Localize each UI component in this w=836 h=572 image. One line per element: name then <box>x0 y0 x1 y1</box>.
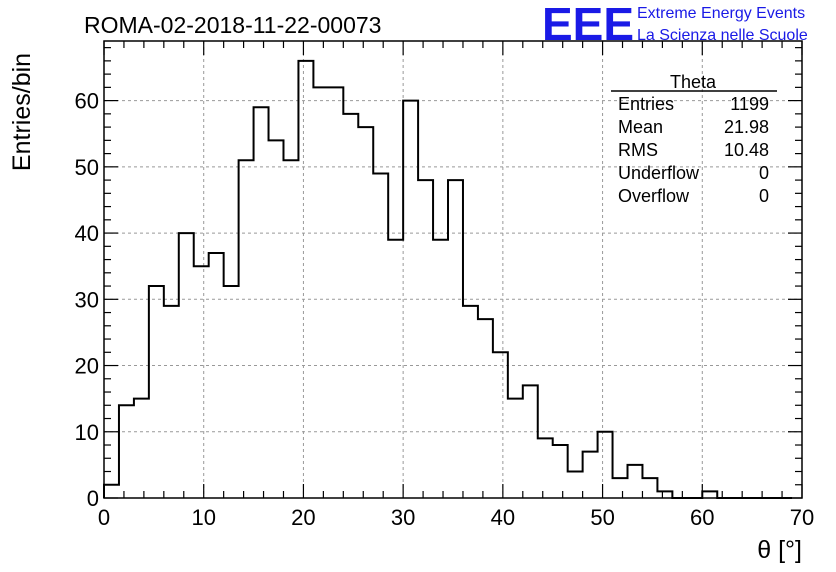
brand-line-2: La Scienza nelle Scuole <box>637 27 808 44</box>
y-tick-label: 40 <box>75 221 99 246</box>
x-tick-label: 30 <box>391 505 415 530</box>
histogram-bin <box>373 173 388 498</box>
stats-value: 21.98 <box>724 117 769 137</box>
histogram-bin <box>538 438 553 498</box>
histogram-bin <box>388 240 403 498</box>
y-tick-label: 30 <box>75 287 99 312</box>
histogram-bin <box>179 233 194 498</box>
x-tick-label: 20 <box>291 505 315 530</box>
histogram-bin <box>119 405 134 498</box>
y-tick-label: 10 <box>75 420 99 445</box>
histogram-bin <box>642 478 657 498</box>
histogram-bin <box>269 140 284 498</box>
plot-frame <box>103 40 803 499</box>
histogram-bin <box>433 240 448 498</box>
histogram-bin <box>328 87 343 498</box>
histogram-bin <box>583 452 598 498</box>
histogram-bin <box>224 286 239 498</box>
histogram-bin <box>134 399 149 498</box>
x-tick-label: 40 <box>491 505 515 530</box>
stats-value: 10.48 <box>724 140 769 160</box>
histogram-bin <box>553 445 568 498</box>
histogram-bin <box>463 306 478 498</box>
histogram-bin <box>508 399 523 498</box>
y-axis-label: Entries/bin <box>8 53 36 171</box>
histogram-bin <box>568 472 583 498</box>
histogram-bin <box>343 114 358 498</box>
histogram-bin <box>298 61 313 498</box>
stats-value: 0 <box>759 186 769 206</box>
stats-label: Entries <box>618 94 674 114</box>
x-tick-label: 50 <box>590 505 614 530</box>
x-tick-label: 60 <box>690 505 714 530</box>
x-tick-label: 10 <box>191 505 215 530</box>
x-tick-label: 70 <box>790 505 814 530</box>
histogram-bin <box>418 180 433 498</box>
x-axis-label: θ [°] <box>757 536 802 564</box>
axis-ticks <box>103 41 803 499</box>
stats-value: 0 <box>759 163 769 183</box>
histogram-bin <box>598 432 613 498</box>
histogram-bin <box>478 319 493 498</box>
y-tick-label: 60 <box>75 89 99 114</box>
eee-logo: EEE <box>542 0 634 50</box>
x-tick-label: 0 <box>98 505 110 530</box>
stats-box: Theta Entries 1199 Mean 21.98 RMS 10.48 Underf… <box>611 72 777 206</box>
histogram-bin <box>283 160 298 498</box>
y-tick-label: 50 <box>75 155 99 180</box>
tick-labels: 0 10 20 30 40 50 60 70 0 10 20 30 40 50 60 <box>75 89 815 530</box>
histogram-bin <box>194 266 209 498</box>
grid-lines <box>104 41 802 498</box>
histogram-bin <box>448 180 463 498</box>
stats-title: Theta <box>670 72 717 92</box>
histogram-bin <box>613 478 628 498</box>
histogram-bin <box>104 485 119 498</box>
y-tick-label: 20 <box>75 354 99 379</box>
stats-label: Overflow <box>618 186 690 206</box>
histogram-bin <box>149 286 164 498</box>
histogram-bin <box>493 352 508 498</box>
y-tick-label: 0 <box>87 486 99 511</box>
histogram-bin <box>239 160 254 498</box>
histogram-bin <box>358 127 373 498</box>
histogram-bin <box>164 306 179 498</box>
histogram-bin <box>628 465 643 498</box>
histogram-outline <box>103 59 793 499</box>
stats-value: 1199 <box>730 94 769 114</box>
run-title: ROMA-02-2018-11-22-00073 <box>84 12 381 38</box>
stats-label: Underflow <box>618 163 700 183</box>
histogram-bin <box>313 87 328 498</box>
histogram-bin <box>209 253 224 498</box>
histogram-bin <box>254 107 269 498</box>
brand-line-1: Extreme Energy Events <box>637 5 805 22</box>
stats-rows: Entries 1199 Mean 21.98 RMS 10.48 Underflow 0 Ov… <box>618 94 769 206</box>
stats-label: RMS <box>618 140 658 160</box>
histogram-bin <box>523 385 538 498</box>
stats-label: Mean <box>618 117 663 137</box>
